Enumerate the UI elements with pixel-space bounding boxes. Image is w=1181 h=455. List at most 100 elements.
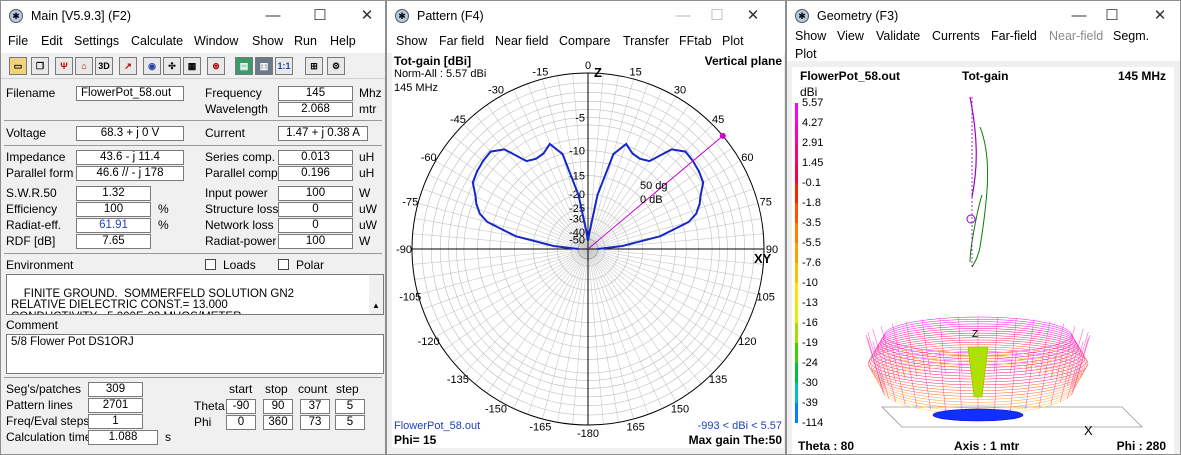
ratio-icon[interactable]: 1:1 [275,57,293,75]
pattern-mesh [1010,351,1017,411]
filename-field[interactable]: FlowerPot_58.out [76,86,184,101]
input-power-field[interactable]: 100 [278,186,353,201]
menu-far-field[interactable]: Far field [439,34,485,48]
wavelength-field: 2.068 [278,102,353,117]
theta-start-field[interactable]: -90 [226,399,256,414]
pattern-icon[interactable]: ✣ [163,57,181,75]
theta-count-field[interactable]: 37 [300,399,330,414]
menu-near-field[interactable]: Near field [495,34,549,48]
theta-stop-field[interactable]: 90 [263,399,293,414]
geometry-titlebar[interactable]: ✱ Geometry (F3) — ☐ ✕ [787,1,1180,31]
menu-compare[interactable]: Compare [559,34,611,48]
scale-segment [795,323,798,343]
col-count-header: count [298,382,328,396]
col-step-header: step [336,382,359,396]
close-button[interactable]: ✕ [360,7,374,24]
minimize-button[interactable]: — [675,7,691,24]
environment-scrollbar[interactable]: ▲ ▼ [369,275,383,314]
menu-show[interactable]: Show [252,34,284,48]
phi-step-field[interactable]: 5 [335,415,365,430]
divider [4,145,382,146]
menu-far-field[interactable]: Far-field [991,29,1037,43]
menu-near-field[interactable]: Near-field [1049,29,1104,43]
copy-icon[interactable]: ❐ [31,57,49,75]
menu-show[interactable]: Show [396,34,428,48]
menu-show[interactable]: Show [795,29,827,43]
main-titlebar[interactable]: ✱ Main [V5.9.3] (F2) — ☐ ✕ [1,1,385,31]
grid-spoke [587,248,748,324]
menu-calculate[interactable]: Calculate [131,34,184,48]
menu-currents[interactable]: Currents [932,29,980,43]
maximize-button[interactable]: ☐ [313,7,327,24]
network-icon[interactable]: ⊛ [207,57,225,75]
antenna-icon[interactable]: Ψ [55,57,73,75]
close-button[interactable]: ✕ [746,7,760,24]
grid-spoke [587,113,702,250]
3d-icon[interactable]: 3D [95,57,113,75]
efficiency-label: Efficiency [6,202,58,216]
phi-start-field[interactable]: 0 [226,415,256,430]
menu-edit[interactable]: Edit [41,34,63,48]
grid-spoke [435,248,589,338]
menu-view[interactable]: View [837,29,864,43]
grid-spoke [587,124,713,250]
geometry-mode: Tot-gain [962,69,1009,83]
minimize-button[interactable]: — [265,7,281,24]
close-button[interactable]: ✕ [1153,7,1167,24]
scale-value: 4.27 [802,117,824,129]
file-label: FlowerPot_58.out [394,420,481,432]
phi-stop-field[interactable]: 360 [263,415,293,430]
scale-value: -0.1 [802,177,821,189]
grid-spoke [417,248,589,295]
cursor-angle-label: 50 dg [640,180,668,192]
menu-window[interactable]: Window [194,34,239,48]
menu-segm[interactable]: Segm. [1113,29,1150,43]
theta-step-field[interactable]: 5 [335,399,365,414]
calculator-icon[interactable]: ▤ [235,57,253,75]
menu-plot[interactable]: Plot [795,47,817,61]
menu-help[interactable]: Help [330,34,356,48]
frequency-field[interactable]: 145 [278,86,353,101]
geometry-icon[interactable]: ⌂ [75,57,93,75]
grid-spoke [527,83,589,250]
divider [4,120,382,121]
maximize-button[interactable]: ☐ [1105,7,1119,24]
grid-spoke [412,248,589,265]
grid-icon[interactable]: ▦ [183,57,201,75]
scale-segment [795,223,798,243]
menu-settings[interactable]: Settings [74,34,120,48]
pattern-chart[interactable]: 0 15 30 45 60 75 90 105 120 135 150 165 -180 -165 -150… [392,53,784,448]
export-icon[interactable]: ↗ [119,57,137,75]
menu-file[interactable]: File [8,34,29,48]
chevron-up-icon[interactable]: ▲ [372,301,380,310]
loads-checkbox[interactable] [205,259,216,270]
pattern-mesh [905,348,918,408]
menu-transfer[interactable]: Transfer [623,34,670,48]
pattern-titlebar[interactable]: ✱ Pattern (F4) — ☐ ✕ [387,1,785,31]
comment-field[interactable]: 5/8 Flower Pot DS1ORJ [6,334,384,374]
input-power-unit: W [359,186,371,200]
settings-icon[interactable]: ⚙ [327,57,345,75]
network-loss-field: 0 [278,218,353,233]
minimize-button[interactable]: — [1071,7,1087,24]
grid-spoke [587,203,759,250]
open-folder-icon[interactable]: ▭ [9,57,27,75]
pattern-mesh [1067,341,1084,399]
menu-plot[interactable]: Plot [722,34,744,48]
maximize-button[interactable]: ☐ [710,7,724,24]
menu-validate[interactable]: Validate [876,29,921,43]
menu-run[interactable]: Run [294,34,317,48]
environment-text[interactable]: FINITE GROUND. SOMMERFELD SOLUTION GN2 R… [6,274,384,315]
network-loss-label: Network loss [205,218,274,232]
sweep-icon[interactable]: ▥ [255,57,273,75]
menu-fftab[interactable]: FFtab [679,34,712,48]
phi-count-field[interactable]: 73 [300,415,330,430]
grid-spoke [587,248,619,423]
book-icon[interactable]: ⊞ [305,57,323,75]
polar-checkbox[interactable] [278,259,289,270]
radiat-power-field: 100 [278,234,353,249]
sphere-icon[interactable]: ◉ [143,57,161,75]
angle-label: 60 [741,152,753,164]
scale-segment [795,163,798,183]
